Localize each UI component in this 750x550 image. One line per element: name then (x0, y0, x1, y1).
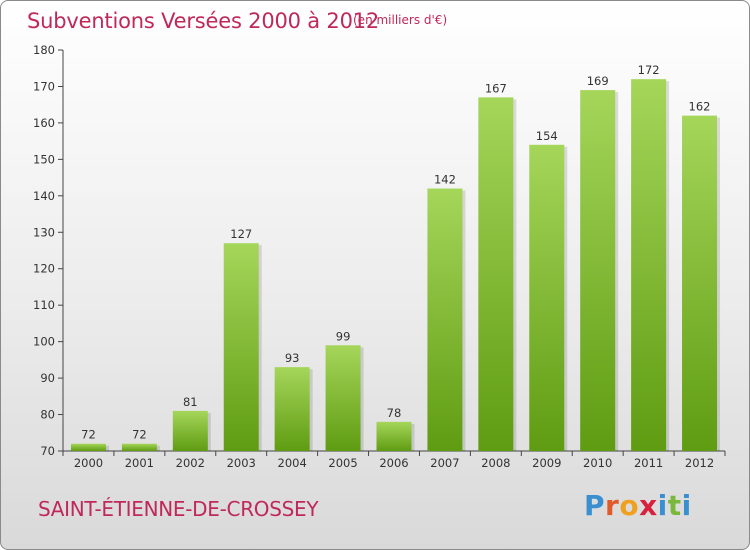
value-label: 172 (638, 63, 660, 77)
x-tick-label: 2007 (430, 456, 459, 470)
x-tick-label: 2011 (634, 456, 663, 470)
logo-letter: i (681, 489, 692, 522)
logo-letter: o (619, 489, 640, 522)
commune-name: SAINT-ÉTIENNE-DE-CROSSEY (38, 497, 319, 521)
bar-2002 (172, 410, 208, 451)
logo-letter: i (657, 489, 668, 522)
x-tick-label: 2005 (328, 456, 357, 470)
value-label: 142 (434, 173, 456, 187)
x-tick-label: 2010 (583, 456, 612, 470)
bar-2007 (427, 188, 463, 451)
y-tick-label: 150 (33, 152, 55, 166)
value-label: 162 (689, 100, 711, 114)
value-label: 93 (285, 351, 300, 365)
y-tick-label: 90 (40, 371, 55, 385)
x-tick-label: 2000 (74, 456, 103, 470)
bar-2012 (682, 115, 718, 452)
x-tick-label: 2008 (481, 456, 510, 470)
bar-2008 (478, 97, 514, 452)
y-tick-label: 110 (33, 298, 55, 312)
value-label: 154 (536, 129, 558, 143)
chart-title: Subventions Versées 2000 à 2012 (27, 9, 380, 33)
y-tick-label: 130 (33, 225, 55, 239)
chart-unit: (en milliers d'€) (353, 13, 448, 27)
y-tick-label: 160 (33, 116, 55, 130)
y-tick-label: 80 (40, 408, 55, 422)
y-tick-label: 170 (33, 79, 55, 93)
logo-letter: r (605, 489, 620, 522)
logo-letter: x (639, 489, 658, 522)
y-tick-label: 70 (40, 444, 55, 458)
value-label: 72 (81, 428, 96, 442)
value-label: 72 (132, 428, 147, 442)
bar-2006 (376, 421, 412, 451)
logo-letter: t (667, 489, 682, 522)
bar-2011 (631, 79, 667, 451)
bar-2000 (70, 443, 106, 451)
bar-2009 (529, 144, 565, 452)
x-tick-label: 2004 (278, 456, 307, 470)
y-tick-label: 120 (33, 262, 55, 276)
logo-letter: P (584, 489, 606, 522)
bar-2004 (274, 367, 310, 451)
x-tick-label: 2001 (125, 456, 154, 470)
bar-2001 (121, 443, 157, 451)
x-tick-label: 2002 (176, 456, 205, 470)
x-tick-label: 2006 (379, 456, 408, 470)
y-tick-label: 140 (33, 189, 55, 203)
value-label: 78 (387, 406, 402, 420)
bar-2005 (325, 345, 361, 451)
x-tick-label: 2012 (685, 456, 714, 470)
value-label: 127 (230, 227, 252, 241)
x-tick-label: 2003 (227, 456, 256, 470)
value-label: 81 (183, 395, 198, 409)
value-label: 99 (336, 329, 351, 343)
proxiti-logo[interactable]: Proxiti (584, 489, 692, 522)
y-tick-label: 100 (33, 335, 55, 349)
bar-2010 (580, 90, 616, 451)
y-tick-label: 180 (33, 43, 55, 57)
value-label: 167 (485, 81, 507, 95)
bar-2003 (223, 243, 259, 451)
x-tick-label: 2009 (532, 456, 561, 470)
value-label: 169 (587, 74, 609, 88)
